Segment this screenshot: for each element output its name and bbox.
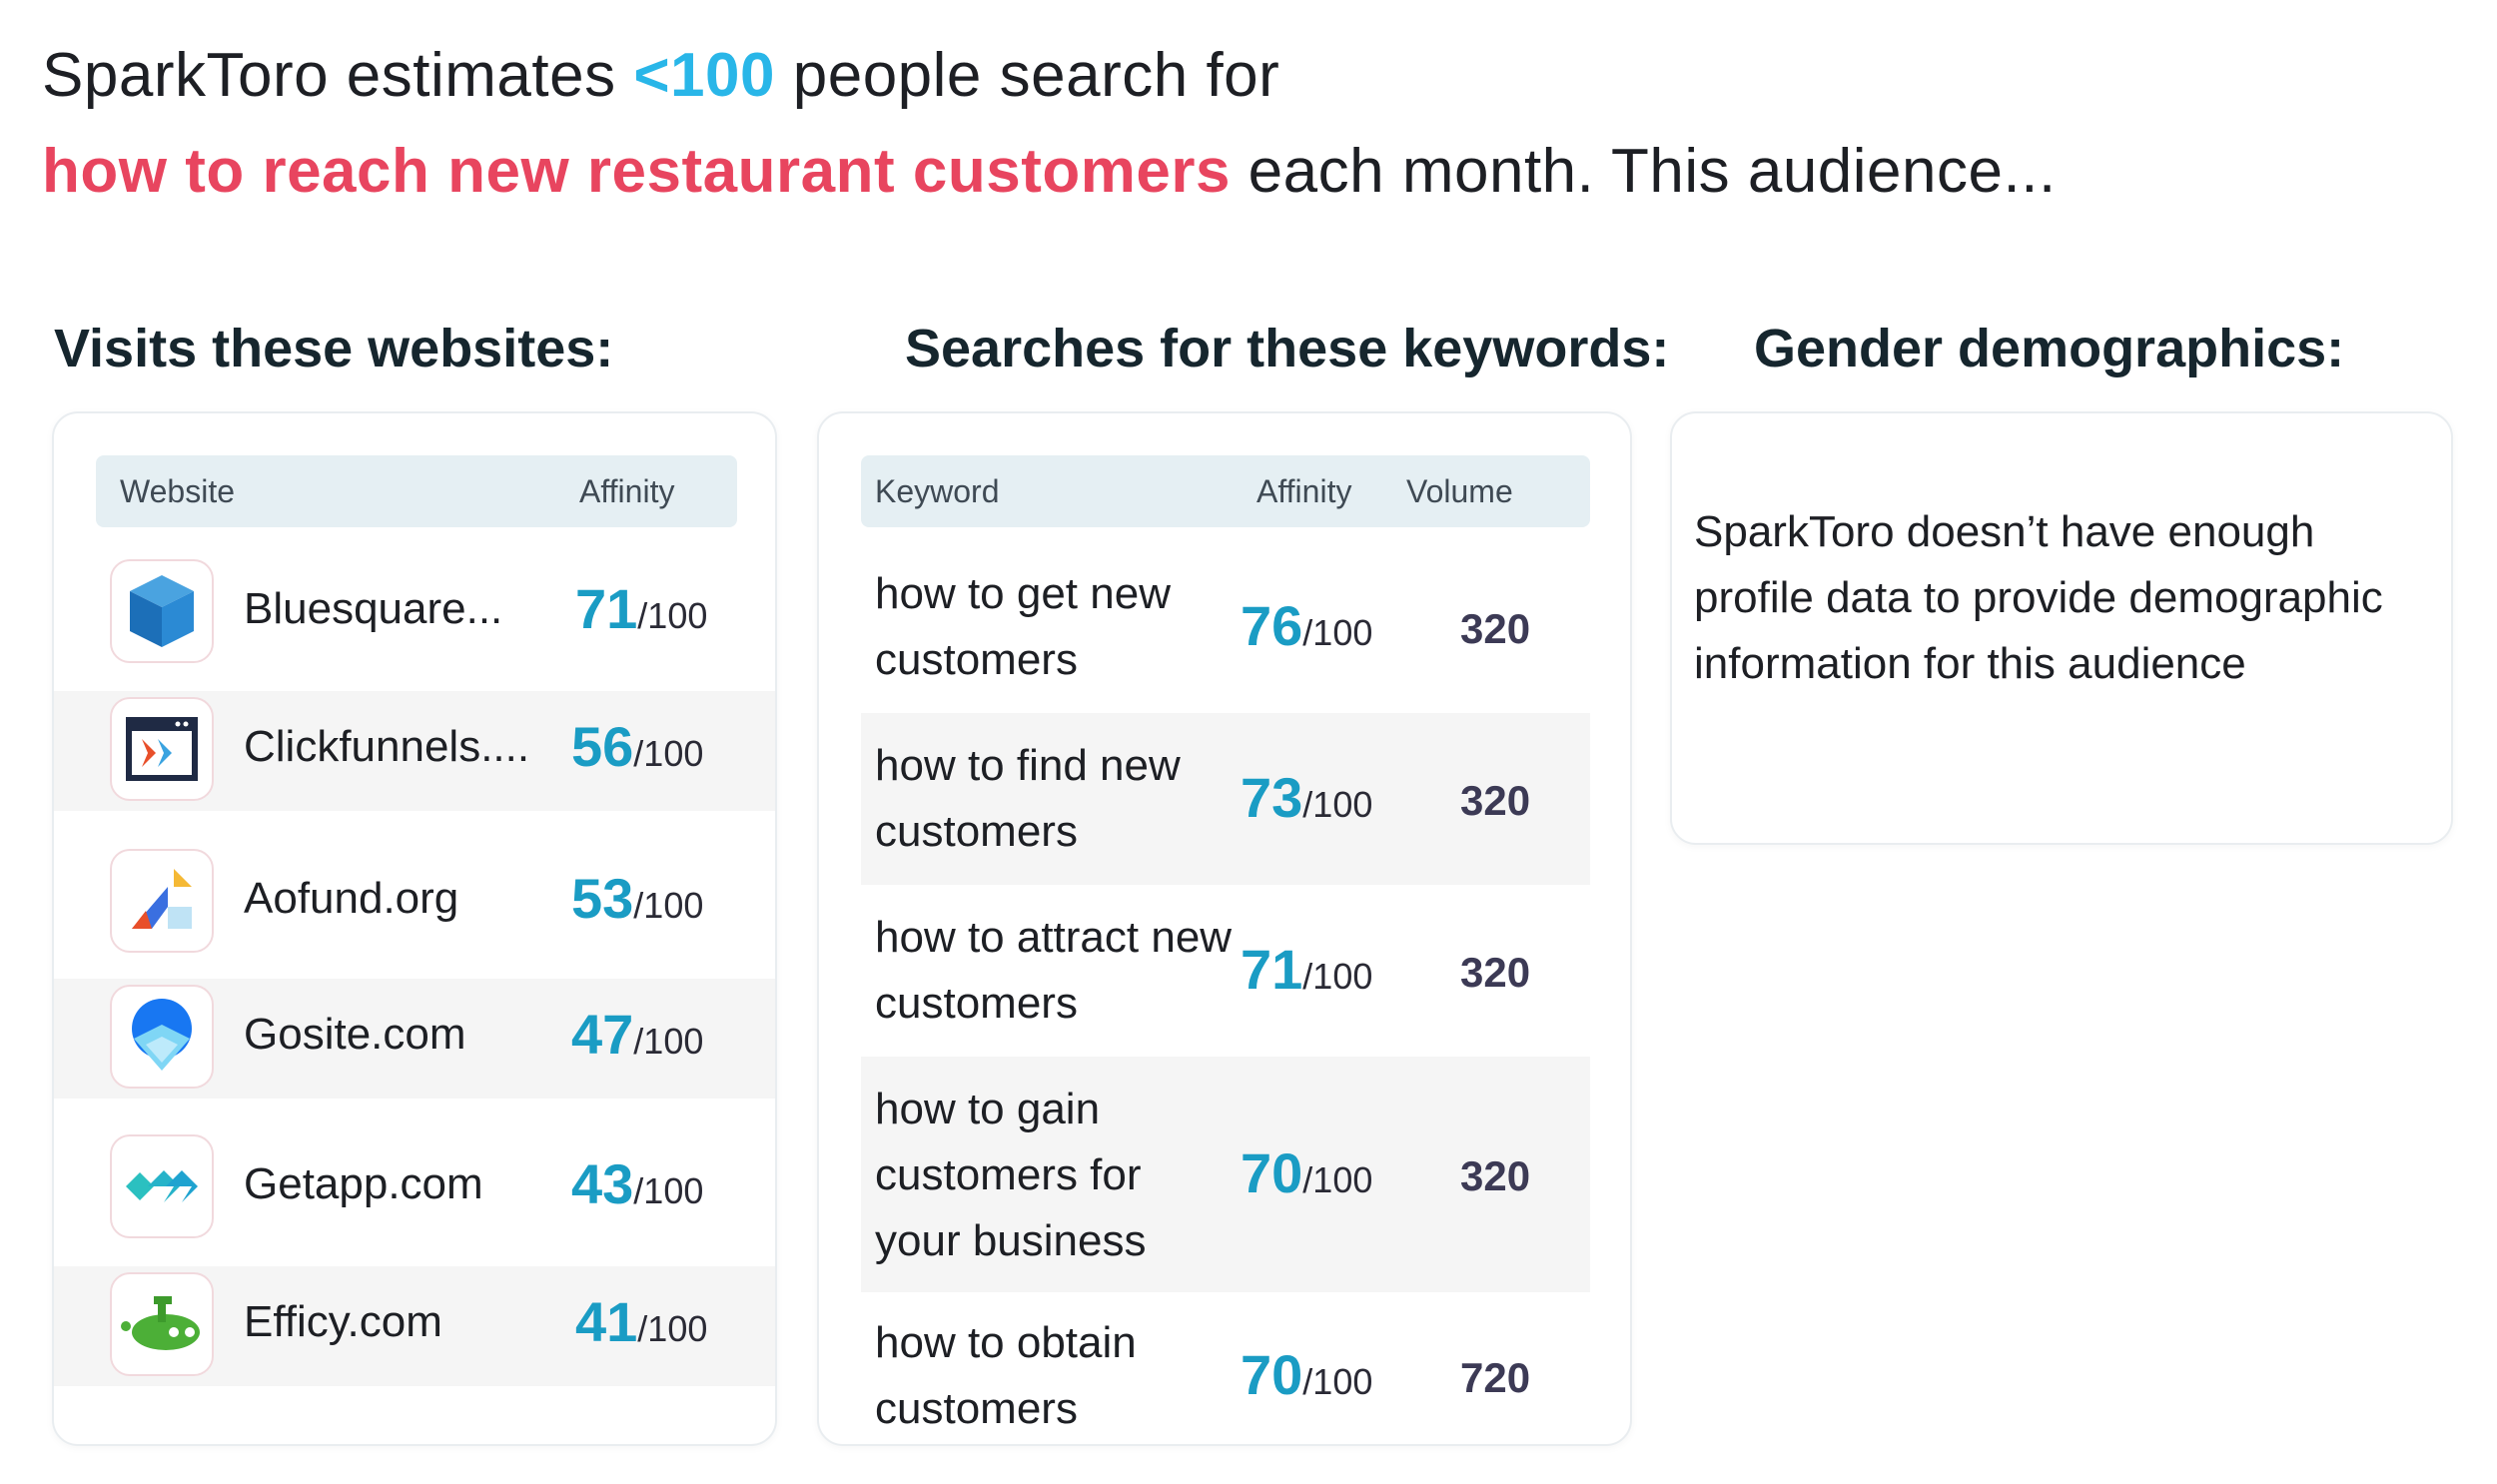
- website-name[interactable]: Efficy.com: [244, 1297, 442, 1346]
- keyword-volume: 320: [1460, 1152, 1531, 1199]
- websites-card: Website Affinity Bluesquare... 71/100 Cl…: [52, 411, 777, 1446]
- keyword-text[interactable]: how to get new customers: [875, 569, 1171, 684]
- headline-suffix: each month. This audience...: [1230, 137, 2057, 206]
- website-name[interactable]: Gosite.com: [244, 1010, 466, 1059]
- keywords-section-title: Searches for these keywords:: [905, 319, 1670, 378]
- keyword-affinity: 76/100: [1241, 594, 1373, 657]
- website-row[interactable]: Getapp.com 43/100: [54, 1118, 775, 1238]
- col-affinity: Affinity: [579, 473, 675, 509]
- gender-section-title: Gender demographics:: [1754, 319, 2345, 378]
- website-name[interactable]: Clickfunnels....: [244, 722, 530, 771]
- keyword-affinity: 70/100: [1241, 1343, 1373, 1406]
- keyword-affinity: 70/100: [1241, 1141, 1373, 1204]
- website-name[interactable]: Bluesquare...: [244, 584, 503, 633]
- keyword-volume: 320: [1460, 605, 1531, 652]
- keyword-volume: 320: [1460, 777, 1531, 824]
- keyword-text[interactable]: how to find new customers: [875, 741, 1181, 856]
- website-row[interactable]: Bluesquare... 71/100: [54, 543, 775, 663]
- keyword-affinity: 71/100: [1241, 938, 1373, 1001]
- audience-headline: SparkToro estimates <100 people search f…: [42, 28, 2439, 220]
- bluesquare-logo-icon: [110, 559, 214, 663]
- headline-mid: people search for: [775, 41, 1280, 110]
- keyword-row[interactable]: how to gain customers for your business …: [861, 1057, 1590, 1292]
- websites-table-header: Website Affinity: [96, 455, 737, 527]
- keyword-volume: 320: [1460, 949, 1531, 996]
- headline-line-1: SparkToro estimates <100 people search f…: [42, 28, 2439, 124]
- col-affinity: Affinity: [1256, 473, 1352, 509]
- search-count: <100: [633, 41, 775, 110]
- website-affinity: 56/100: [571, 715, 704, 778]
- website-affinity: 47/100: [571, 1003, 704, 1066]
- website-affinity: 43/100: [571, 1152, 704, 1215]
- keyword-row[interactable]: how to get new customers 76/100 320: [861, 541, 1590, 713]
- keyword-text[interactable]: how to gain customers for your business: [875, 1085, 1147, 1265]
- website-row[interactable]: Clickfunnels.... 56/100: [54, 691, 775, 811]
- websites-section-title: Visits these websites:: [54, 319, 614, 378]
- website-affinity: 41/100: [575, 1290, 708, 1353]
- headline-line-2: how to reach new restaurant customers ea…: [42, 124, 2439, 220]
- website-row[interactable]: Gosite.com 47/100: [54, 979, 775, 1099]
- clickfunnels-logo-icon: [110, 697, 214, 801]
- gender-empty-message: SparkToro doesn’t have enough profile da…: [1694, 507, 2383, 688]
- gender-card: SparkToro doesn’t have enough profile da…: [1670, 411, 2453, 845]
- website-row[interactable]: Aofund.org 53/100: [54, 833, 775, 953]
- col-keyword: Keyword: [875, 473, 1000, 509]
- keyword-text[interactable]: how to obtain customers: [875, 1318, 1137, 1433]
- col-volume: Volume: [1406, 473, 1513, 509]
- keyword-volume: 720: [1460, 1354, 1531, 1401]
- col-website: Website: [120, 473, 236, 509]
- search-query: how to reach new restaurant customers: [42, 137, 1231, 206]
- aofund-logo-icon: [110, 849, 214, 953]
- website-affinity: 53/100: [571, 867, 704, 930]
- website-name[interactable]: Aofund.org: [244, 874, 459, 923]
- website-row[interactable]: Efficy.com 41/100: [54, 1266, 775, 1386]
- efficy-logo-icon: [110, 1272, 214, 1376]
- keyword-affinity: 73/100: [1241, 766, 1373, 829]
- website-affinity: 71/100: [575, 577, 708, 640]
- website-name[interactable]: Getapp.com: [244, 1159, 483, 1208]
- getapp-logo-icon: [110, 1134, 214, 1238]
- keyword-row[interactable]: how to attract new customers 71/100 320: [861, 885, 1590, 1057]
- keyword-text[interactable]: how to attract new customers: [875, 913, 1233, 1028]
- gosite-logo-icon: [110, 985, 214, 1089]
- keyword-row[interactable]: how to obtain customers 70/100 720: [861, 1292, 1590, 1442]
- keywords-card: Keyword Affinity Volume how to get new c…: [817, 411, 1632, 1446]
- headline-prefix: SparkToro estimates: [42, 41, 634, 110]
- keywords-table-header: Keyword Affinity Volume: [861, 455, 1590, 527]
- keyword-row[interactable]: how to find new customers 73/100 320: [861, 713, 1590, 885]
